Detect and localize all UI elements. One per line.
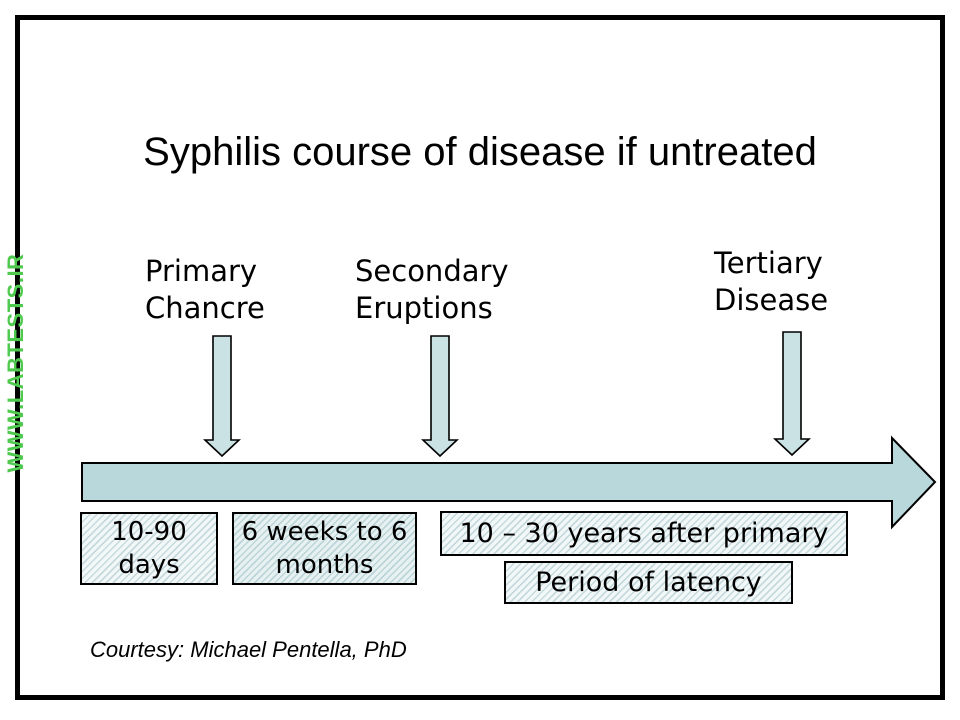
courtesy-credit: Courtesy: Michael Pentella, PhD [90,637,407,662]
duration-box-latency: Period of latency [504,561,793,604]
duration-box-primary: 10-90 days [80,512,218,585]
down-arrow-tertiary-icon [772,331,812,457]
stage-label-primary-chancre: Primary Chancre [145,254,265,325]
down-arrow-primary-icon [202,335,242,458]
stage-label-secondary-eruptions: Secondary Eruptions [355,254,509,325]
stage-label-tertiary-disease: Tertiary Disease [714,246,829,317]
slide-border [15,15,945,700]
down-arrow-secondary-icon [420,335,460,458]
timeline-right-arrow [81,435,937,530]
duration-box-tertiary: 10 – 30 years after primary [440,511,848,556]
duration-box-secondary: 6 weeks to 6 months [232,512,417,585]
page-title: Syphilis course of disease if untreated [143,130,817,174]
